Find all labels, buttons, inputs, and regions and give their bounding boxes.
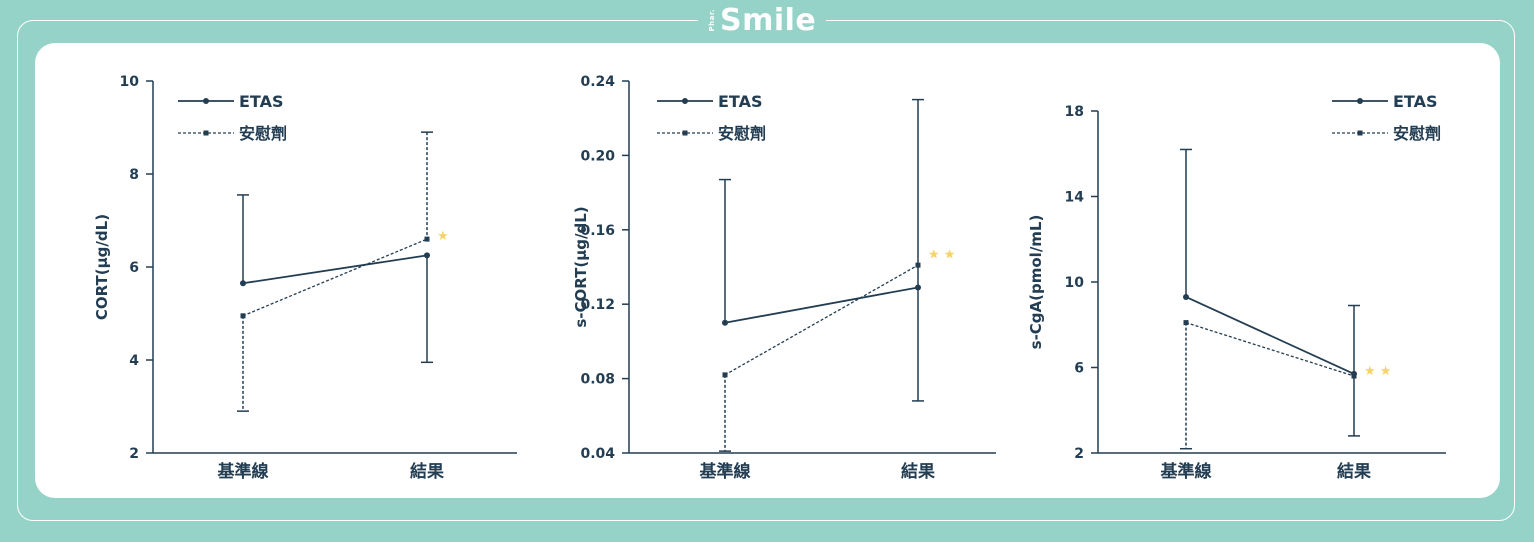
y-tick-label: 2: [1074, 446, 1084, 462]
y-tick-label: 0.16: [580, 223, 615, 239]
series-line: [724, 264, 919, 376]
x-category-label: 結果: [901, 461, 935, 482]
data-point: [1183, 293, 1189, 300]
data-point: [240, 280, 246, 287]
series-line: [724, 286, 919, 324]
y-tick-label: 0.12: [580, 297, 615, 313]
significance-star: ★: [437, 229, 449, 244]
data-point: [424, 252, 430, 259]
x-category-label: 基準線: [1160, 461, 1212, 482]
data-point: [1351, 373, 1357, 379]
y-tick-label: 6: [1074, 361, 1084, 377]
y-tick-label: 10: [120, 74, 140, 90]
y-tick-label: 0.08: [580, 372, 615, 388]
series-line: [1185, 321, 1355, 377]
data-point: [722, 372, 728, 378]
data-point: [915, 284, 921, 291]
legend-marker: [203, 98, 209, 104]
legend-marker: [203, 130, 209, 136]
data-point: [1183, 320, 1189, 326]
legend-marker: [1357, 130, 1363, 136]
y-tick-label: 8: [129, 167, 139, 183]
data-point: [240, 313, 246, 319]
legend-label: 安慰劑: [718, 124, 766, 143]
data-point: [424, 236, 430, 242]
y-tick-label: 0.24: [580, 74, 615, 90]
y-tick-label: 18: [1065, 104, 1084, 120]
y-tick-label: 2: [129, 446, 139, 462]
series-line: [242, 238, 428, 317]
series-line: [242, 254, 428, 285]
y-axis-label: CORT(μg/dL): [93, 214, 111, 320]
data-point: [722, 319, 728, 326]
brand-name: Smile: [720, 2, 817, 38]
chart-panel: 2 4 6 8 10 基準線 結果 CORT(μg/dL) ETAS 安慰劑 ★ 0.04 0.08 0…: [35, 43, 1500, 498]
y-axis-label: s-CORT(μg/dL): [572, 206, 590, 327]
y-tick-label: 0.04: [580, 446, 615, 462]
x-category-label: 基準線: [699, 461, 751, 482]
legend-label: 安慰劑: [1393, 124, 1441, 143]
chart-s-cga: 2 6 10 14 18 基準線 結果 s-CgA(pmol/mL) ETAS 安慰劑 ★ ★: [1027, 92, 1446, 482]
legend-label: 安慰劑: [239, 124, 287, 143]
legend-label: ETAS: [718, 92, 763, 111]
brand-logo: Phar. Smile: [698, 2, 827, 38]
series-line: [1185, 296, 1355, 375]
y-tick-label: 0.20: [580, 148, 615, 164]
legend-marker: [682, 130, 688, 136]
brand-small-text: Phar.: [708, 8, 716, 32]
y-axis-label: s-CgA(pmol/mL): [1027, 215, 1045, 350]
legend-label: ETAS: [1393, 92, 1438, 111]
legend-marker: [682, 98, 688, 104]
y-tick-label: 6: [129, 260, 139, 276]
x-category-label: 基準線: [217, 461, 269, 482]
x-category-label: 結果: [410, 461, 444, 482]
legend-label: ETAS: [239, 92, 284, 111]
chart-s-cort: 0.04 0.08 0.12 0.16 0.20 0.24 基準線 結果 s-CORT(μg/d…: [572, 74, 996, 482]
chart-cort: 2 4 6 8 10 基準線 結果 CORT(μg/dL) ETAS 安慰劑 ★: [93, 74, 517, 482]
legend-marker: [1357, 98, 1363, 104]
y-tick-label: 10: [1065, 275, 1085, 291]
data-point: [915, 262, 921, 268]
y-tick-label: 4: [129, 353, 139, 369]
significance-star: ★ ★: [928, 248, 955, 263]
y-tick-label: 14: [1065, 190, 1085, 206]
significance-star: ★ ★: [1364, 364, 1391, 379]
x-category-label: 結果: [1337, 461, 1371, 482]
